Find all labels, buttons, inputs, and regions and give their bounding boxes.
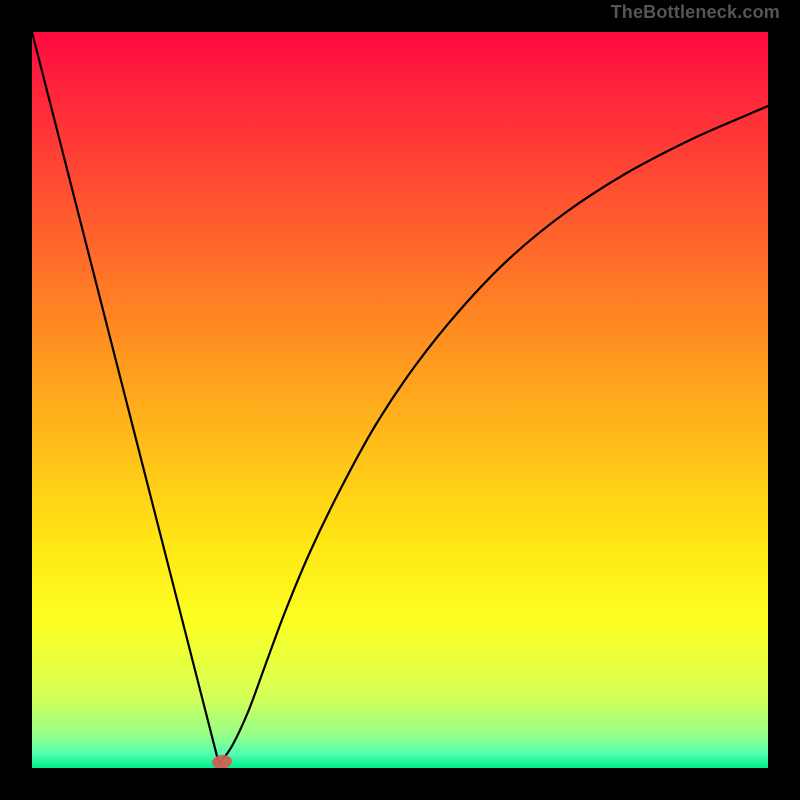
plot-area bbox=[32, 32, 768, 770]
gradient-background bbox=[32, 32, 768, 768]
watermark-text: TheBottleneck.com bbox=[611, 2, 780, 23]
bottleneck-chart bbox=[0, 0, 800, 800]
chart-stage: TheBottleneck.com bbox=[0, 0, 800, 800]
